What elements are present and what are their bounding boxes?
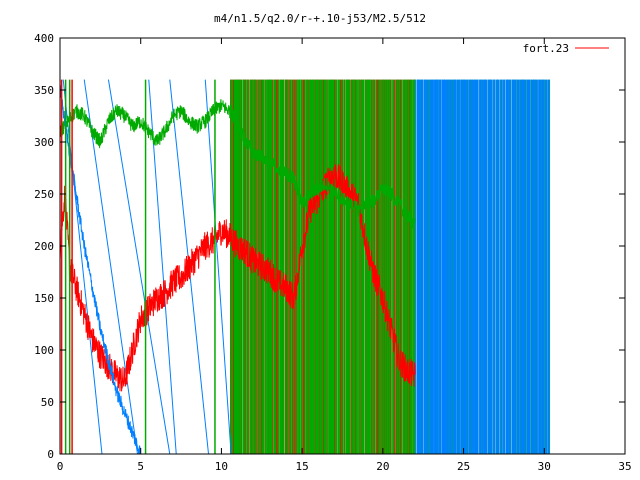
x-tick-label: 0 <box>57 460 64 473</box>
y-tick-label: 350 <box>34 84 54 97</box>
x-tick-label: 25 <box>457 460 470 473</box>
dense-band <box>415 79 550 454</box>
x-tick-label: 30 <box>538 460 551 473</box>
wrap-trace <box>107 79 171 454</box>
y-tick-label: 150 <box>34 292 54 305</box>
y-tick-label: 0 <box>47 448 54 461</box>
plot-marks <box>60 79 551 454</box>
y-tick-label: 400 <box>34 32 54 45</box>
x-tick-label: 35 <box>618 460 631 473</box>
x-tick-label: 5 <box>137 460 144 473</box>
x-tick-label: 20 <box>376 460 389 473</box>
y-tick-label: 50 <box>41 396 54 409</box>
x-tick-label: 15 <box>296 460 309 473</box>
y-tick-label: 300 <box>34 136 54 149</box>
x-tick-label: 10 <box>215 460 228 473</box>
y-tick-label: 250 <box>34 188 54 201</box>
legend-label-fort-23: fort.23 <box>523 42 569 55</box>
y-tick-label: 100 <box>34 344 54 357</box>
y-tick-label: 200 <box>34 240 54 253</box>
series-line <box>60 99 416 229</box>
series-line <box>60 85 142 454</box>
legend: fort.23 <box>523 42 609 55</box>
chart-title: m4/n1.5/q2.0/r-+.10-j53/M2.5/512 <box>214 12 426 25</box>
series-line <box>60 163 416 392</box>
wrap-trace <box>83 79 138 454</box>
wrap-trace <box>204 79 232 454</box>
